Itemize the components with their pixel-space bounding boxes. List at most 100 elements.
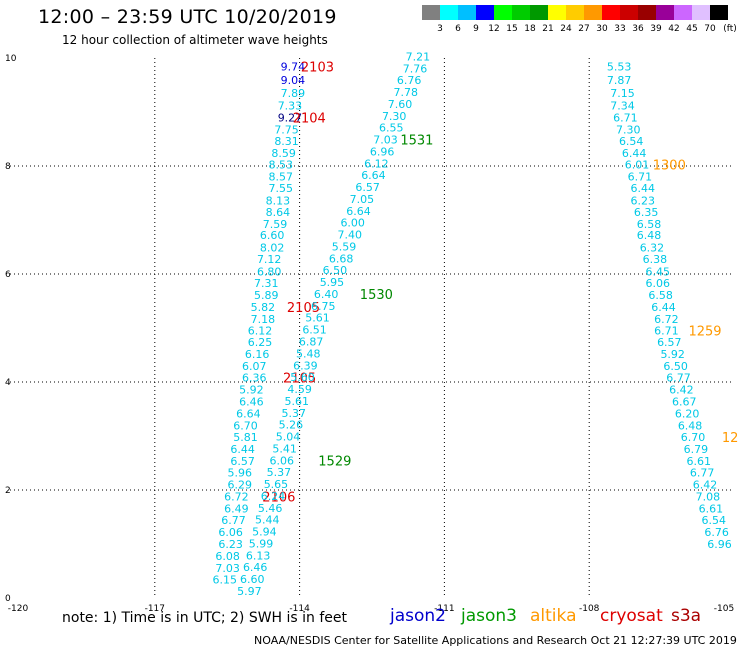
scale-label: 45 <box>686 24 698 34</box>
scale-label: 24 <box>560 24 572 34</box>
wave-height-label: 6.76 <box>397 74 422 87</box>
wave-height-label: 4.59 <box>287 383 312 396</box>
pass-time-label: 2104 <box>293 111 326 126</box>
series-altika: 5.537.877.157.346.717.306.546.446.016.71… <box>607 61 739 551</box>
scale-swatch <box>422 5 440 20</box>
wave-height-label: 5.44 <box>255 514 280 527</box>
wave-height-label: 8.57 <box>269 170 294 183</box>
scale-swatch <box>494 5 512 20</box>
scale-swatch <box>674 5 692 20</box>
wave-height-label: 6.12 <box>248 325 273 338</box>
pass-time-label: 12 <box>722 431 739 446</box>
wave-height-label: 5.94 <box>252 526 277 539</box>
pass-time-label: 2103 <box>301 61 334 76</box>
wave-height-label: 6.68 <box>329 252 354 265</box>
wave-height-label: 6.64 <box>236 407 261 420</box>
wave-height-label: 6.61 <box>687 455 712 468</box>
wave-height-label: 5.73 <box>222 644 247 650</box>
wave-height-label: 6.96 <box>370 145 395 158</box>
wave-height-label: 7.34 <box>610 100 635 113</box>
scale-label: 70 <box>704 24 716 34</box>
wave-height-label: 5.60 <box>290 371 315 384</box>
scale-swatch <box>656 5 674 20</box>
series-jason2: 9.749.047.897.339.277.758.318.598.538.57… <box>213 61 334 587</box>
chart-subtitle: 12 hour collection of altimeter wave hei… <box>62 33 328 47</box>
chart-title: 12:00 – 23:59 UTC 10/20/2019 <box>38 6 337 28</box>
wave-height-label: 6.46 <box>239 395 264 408</box>
wave-height-label: 6.50 <box>323 264 348 277</box>
wave-height-label: 6.80 <box>257 265 282 278</box>
wave-height-label: 7.40 <box>338 229 363 242</box>
wave-height-label: 6.60 <box>240 573 265 586</box>
wave-height-label: 6.79 <box>684 443 709 456</box>
scale-label: 15 <box>506 24 518 34</box>
wave-height-label: 6.29 <box>227 479 252 492</box>
wave-height-label: 6.50 <box>663 360 688 373</box>
wave-height-label: 5.92 <box>239 384 264 397</box>
wave-height-label: 6.39 <box>293 359 318 372</box>
wave-height-label: 6.96 <box>707 538 732 551</box>
wave-height-label: 6.71 <box>654 325 679 338</box>
wave-height-label: 6.12 <box>364 157 389 170</box>
wave-height-label: 5.53 <box>607 61 632 74</box>
scale-swatch <box>620 5 638 20</box>
pass-time-label: 1259 <box>688 325 721 340</box>
wave-height-label: 7.12 <box>257 253 282 266</box>
x-tick-label: -105 <box>714 604 734 614</box>
scale-label: 9 <box>473 24 479 34</box>
wave-height-label: 9.04 <box>281 74 306 87</box>
wave-height-label: 6.48 <box>637 229 662 242</box>
wave-height-label: 7.89 <box>281 87 306 100</box>
wave-height-label: 6.49 <box>224 502 249 515</box>
scale-label: 30 <box>596 24 608 34</box>
wave-height-label: 7.78 <box>394 86 419 99</box>
wave-height-label: 6.64 <box>346 205 371 218</box>
wave-height-label: 5.20 <box>225 633 250 646</box>
wave-height-label: 6.75 <box>311 300 336 313</box>
x-tick-label: -120 <box>8 604 29 614</box>
wave-height-label: 6.44 <box>230 443 255 456</box>
scale-swatch <box>512 5 530 20</box>
wave-height-label: 5.26 <box>279 419 304 432</box>
wave-height-label: 6.71 <box>628 170 653 183</box>
scale-label: 3 <box>437 24 443 34</box>
scale-swatch <box>440 5 458 20</box>
scale-swatch <box>602 5 620 20</box>
wave-height-label: 8.02 <box>260 242 285 255</box>
wave-height-label: 6.55 <box>379 122 404 135</box>
y-tick-label: 6 <box>5 270 11 280</box>
wave-height-label: 5.81 <box>233 431 258 444</box>
x-tick-label: -108 <box>579 604 600 614</box>
wave-height-label: 5.37 <box>282 407 307 420</box>
scale-swatch <box>476 5 494 20</box>
wave-height-label: 5.48 <box>296 347 321 360</box>
wave-height-label: 5.61 <box>284 395 309 408</box>
wave-height-label: 6.44 <box>631 182 656 195</box>
wave-height-label: 6.77 <box>221 514 246 527</box>
wave-height-label: 6.51 <box>302 324 327 337</box>
scale-label: 21 <box>542 24 554 34</box>
wave-height-label: 7.55 <box>269 182 294 195</box>
legend-altika: altika <box>530 606 577 626</box>
wave-height-label: 5.65 <box>264 478 289 491</box>
wave-height-label: 6.15 <box>234 597 259 610</box>
pass-time-label: 1531 <box>400 134 433 149</box>
wave-height-label: 5.61 <box>305 312 330 325</box>
wave-height-label: 6.61 <box>699 502 724 515</box>
wave-height-label: 6.23 <box>218 538 243 551</box>
legend-jason3: jason3 <box>461 606 517 626</box>
pass-time-label: 1529 <box>318 454 351 469</box>
y-tick-label: 0 <box>5 594 11 604</box>
wave-height-label: 6.70 <box>681 431 706 444</box>
wave-height-label: 6.71 <box>613 111 638 124</box>
y-tick-label: 10 <box>5 54 17 64</box>
wave-height-label: 6.15 <box>213 574 238 587</box>
wave-height-label: 6.06 <box>269 454 294 467</box>
wave-height-label: 7.31 <box>254 277 279 290</box>
wave-height-label: 5.37 <box>267 466 292 479</box>
wave-height-label: 6.07 <box>242 360 267 373</box>
scale-swatch <box>458 5 476 20</box>
wave-height-label: 6.44 <box>651 301 676 314</box>
wave-height-label: 5.97 <box>237 585 262 598</box>
wave-height-label: 7.33 <box>278 100 303 113</box>
